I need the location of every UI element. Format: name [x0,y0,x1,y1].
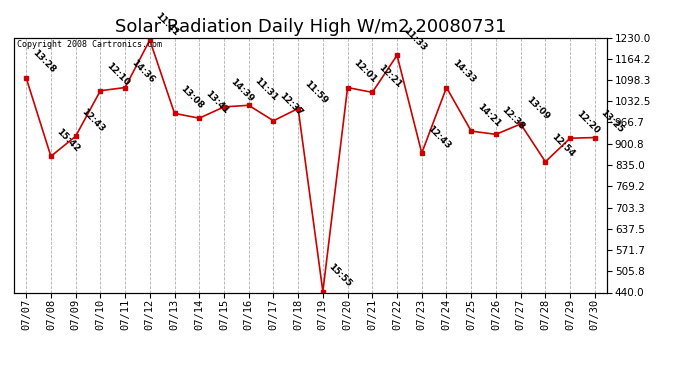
Text: 12:54: 12:54 [549,132,576,159]
Text: 12:43: 12:43 [426,124,453,150]
Text: 12:21: 12:21 [377,63,403,90]
Text: 11:33: 11:33 [401,26,428,53]
Text: 14:39: 14:39 [228,77,255,104]
Text: 14:36: 14:36 [129,58,156,85]
Text: 15:55: 15:55 [327,262,354,289]
Text: 13:28: 13:28 [30,48,57,75]
Text: 12:37: 12:37 [277,91,304,118]
Text: 14:33: 14:33 [451,58,477,85]
Text: 12:43: 12:43 [80,107,106,134]
Text: 13:25: 13:25 [599,108,626,135]
Text: 13:08: 13:08 [179,84,205,111]
Text: 12:01: 12:01 [352,58,378,85]
Text: 14:21: 14:21 [475,102,502,128]
Text: 15:42: 15:42 [55,127,81,153]
Text: 12:38: 12:38 [500,105,526,132]
Text: Copyright 2008 Cartronics.com: Copyright 2008 Cartronics.com [17,40,161,49]
Text: 11:31: 11:31 [253,76,279,102]
Text: 12:10: 12:10 [104,62,131,88]
Text: 13:41: 13:41 [204,89,230,116]
Text: 13:09: 13:09 [525,94,551,121]
Text: 11:41: 11:41 [154,10,181,37]
Title: Solar Radiation Daily High W/m2 20080731: Solar Radiation Daily High W/m2 20080731 [115,18,506,36]
Text: 11:59: 11:59 [302,79,329,106]
Text: 12:20: 12:20 [574,109,601,135]
